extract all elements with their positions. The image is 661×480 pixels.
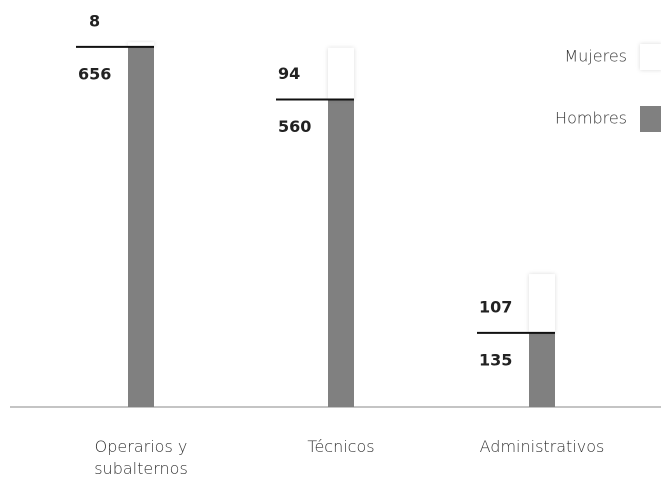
x-tick-label: Técnicos [307,437,375,456]
value-label: 135 [479,350,512,369]
value-label: 107 [479,297,512,316]
value-label: 8 [89,11,100,30]
legend-swatch [640,106,661,132]
legend-label: Hombres [555,109,627,128]
value-label: 656 [78,64,111,83]
bar-segment [128,46,154,408]
x-tick-label: Operarios y subalternos [94,437,188,478]
bar-segment [128,42,154,47]
value-label: 560 [278,117,311,136]
value-label: 94 [278,64,300,83]
legend-label: Mujeres [564,47,627,66]
bar-segment [529,274,555,333]
bar-segment [328,47,354,100]
bar-segment [529,332,555,407]
legend-swatch [640,44,661,70]
bar-segment [328,99,354,407]
x-tick-label: Administrativos [479,437,605,456]
